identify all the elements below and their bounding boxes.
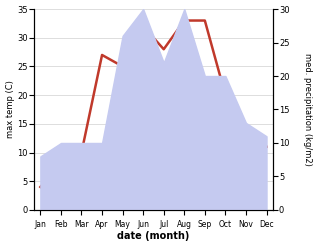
Y-axis label: med. precipitation (kg/m2): med. precipitation (kg/m2) [303,53,313,166]
X-axis label: date (month): date (month) [117,231,190,242]
Y-axis label: max temp (C): max temp (C) [5,81,15,138]
